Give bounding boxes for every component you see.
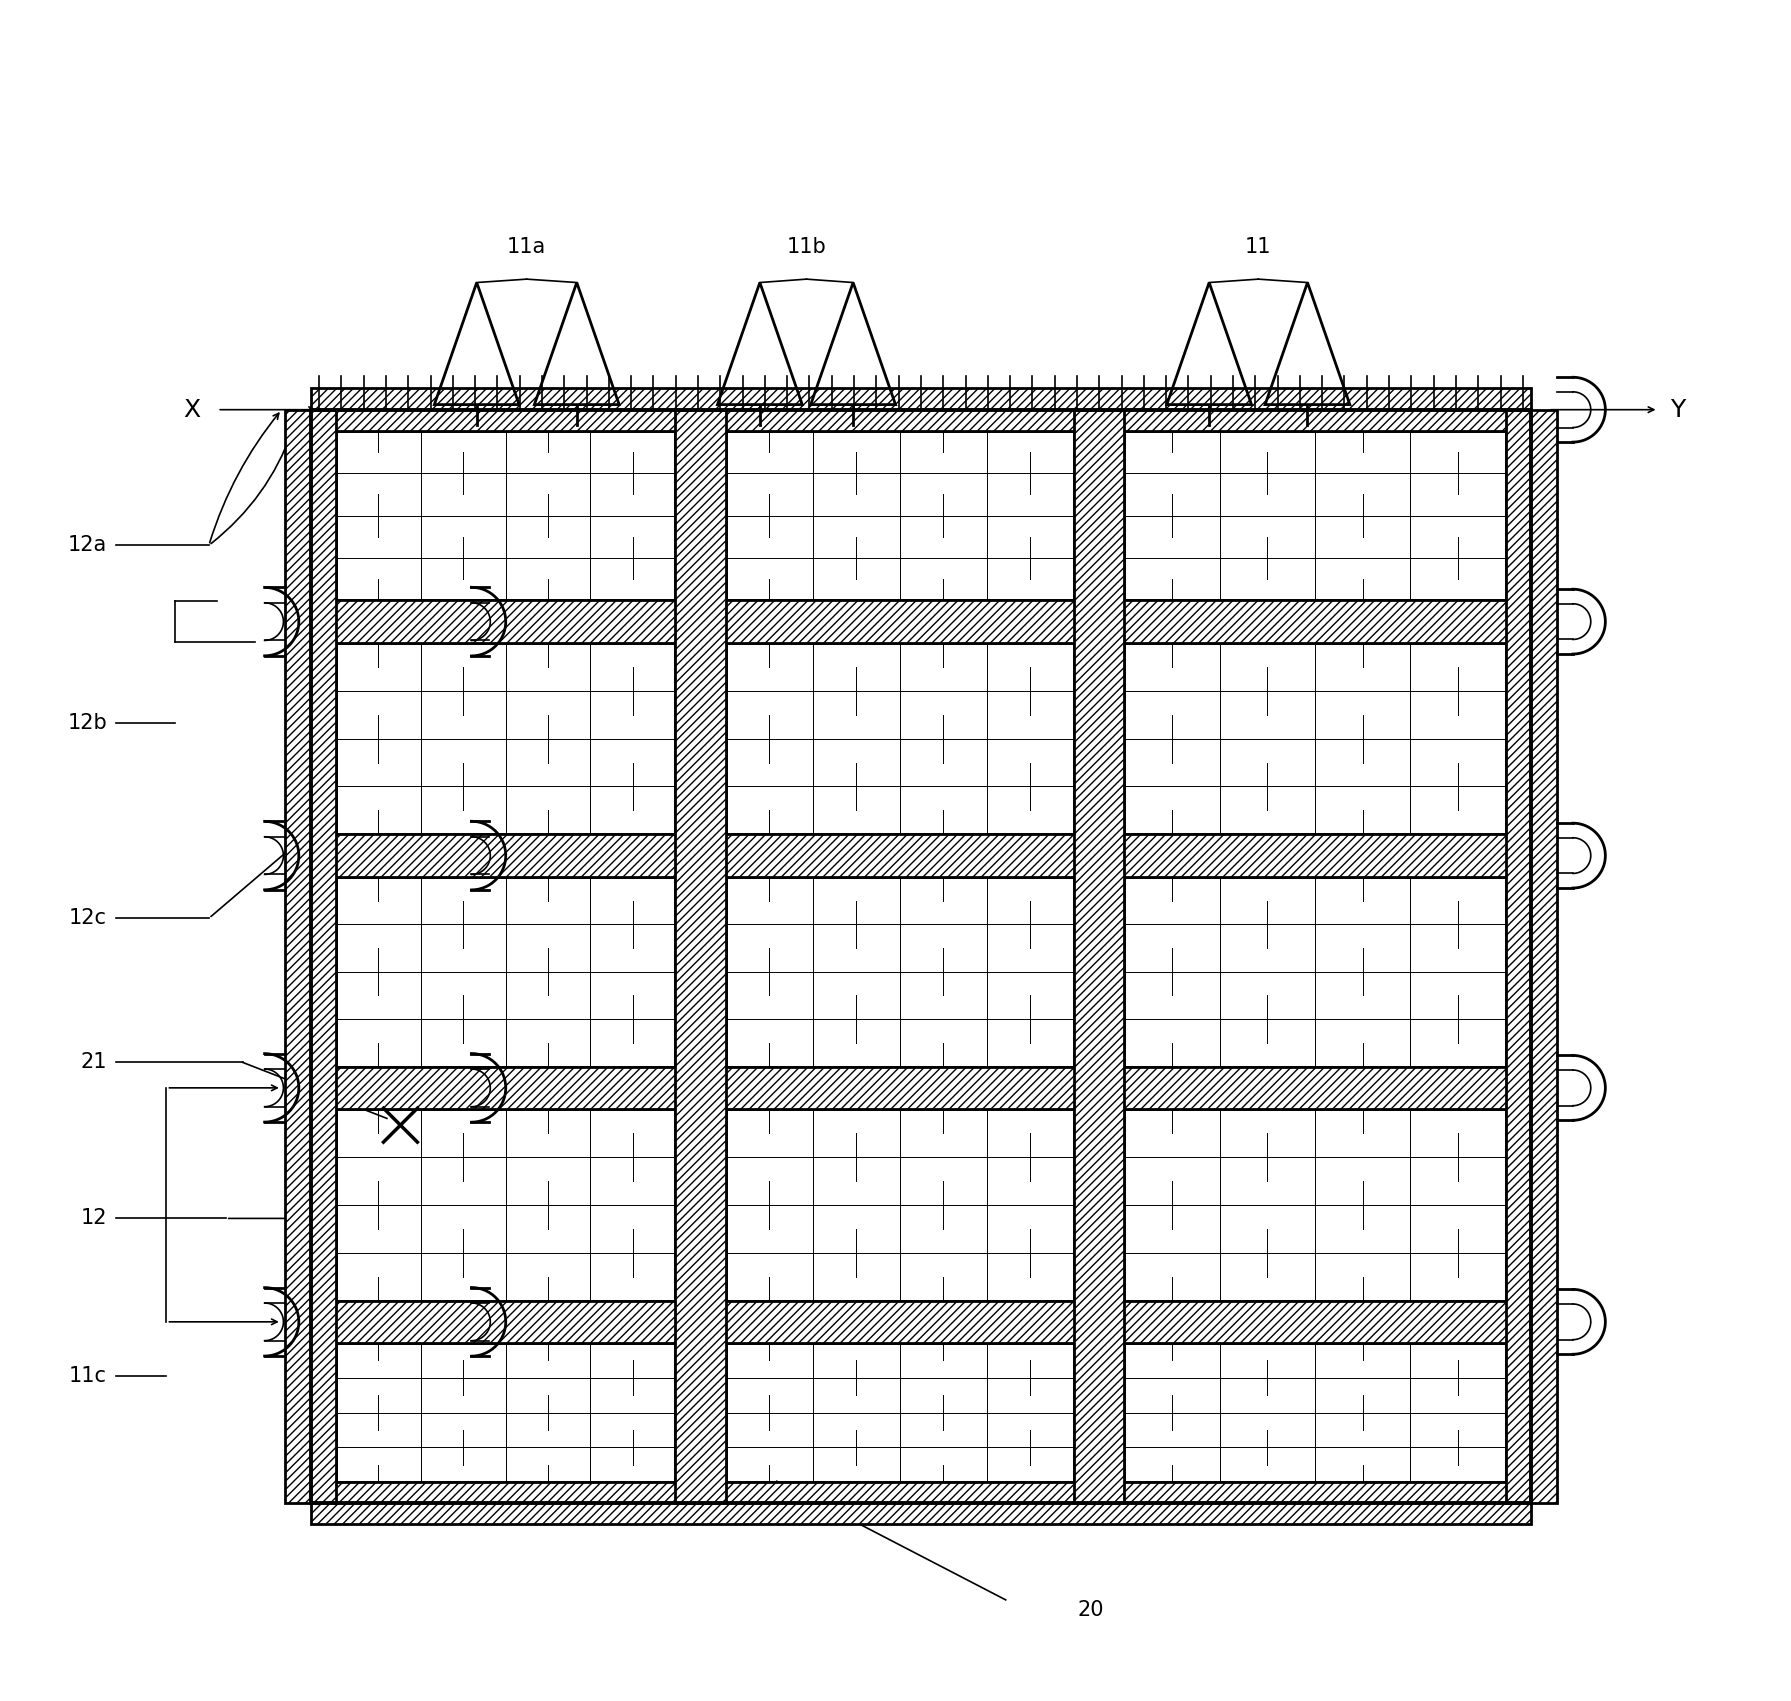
Bar [285, 410, 337, 1504]
Bar [1125, 430, 1506, 600]
Bar [310, 1301, 1531, 1344]
Bar [725, 1109, 1073, 1301]
Bar [725, 430, 1073, 600]
Text: Y: Y [1671, 398, 1685, 422]
Text: 11: 11 [1245, 236, 1272, 257]
Bar [310, 410, 1531, 1504]
Bar [310, 1067, 1531, 1109]
Text: 12: 12 [81, 1208, 107, 1228]
Bar [1125, 1344, 1506, 1482]
Text: X: X [183, 398, 201, 422]
Bar [310, 388, 1531, 430]
Bar [337, 876, 675, 1067]
Bar [337, 643, 675, 835]
Bar [725, 643, 1073, 835]
Bar [1125, 1109, 1506, 1301]
Bar [1125, 643, 1506, 835]
Bar [1125, 876, 1506, 1067]
Bar [1506, 410, 1556, 1504]
Text: 12c: 12c [70, 908, 107, 929]
Bar [310, 835, 1531, 876]
Bar [675, 410, 725, 1504]
Bar [725, 1344, 1073, 1482]
Bar [1073, 410, 1125, 1504]
Text: 12b: 12b [68, 713, 107, 733]
Bar [337, 430, 675, 600]
Text: 21: 21 [81, 1053, 107, 1072]
Bar [310, 1482, 1531, 1524]
Text: 20: 20 [1076, 1601, 1103, 1619]
Bar [337, 1109, 675, 1301]
Text: 11c: 11c [70, 1366, 107, 1386]
Bar [337, 1344, 675, 1482]
Bar [725, 876, 1073, 1067]
Text: 11b: 11b [786, 236, 826, 257]
Bar [310, 600, 1531, 643]
Text: 12a: 12a [68, 536, 107, 555]
Text: 11a: 11a [507, 236, 546, 257]
